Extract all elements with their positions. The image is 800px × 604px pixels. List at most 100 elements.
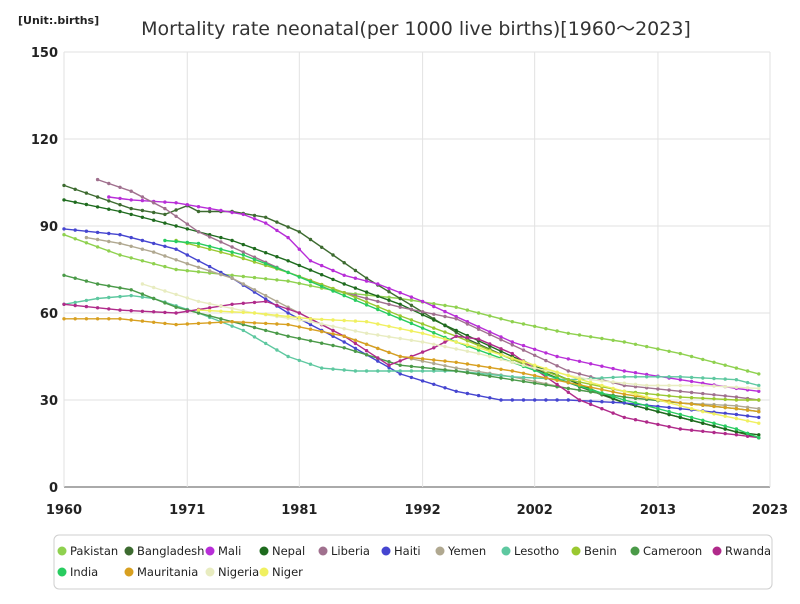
data-point: [286, 235, 290, 240]
data-point: [577, 383, 582, 387]
data-point: [443, 323, 447, 327]
data-point: [544, 358, 548, 363]
data-point: [723, 414, 727, 418]
data-point: [734, 366, 739, 370]
legend-item-mali: Mali: [205, 544, 241, 558]
data-point: [454, 369, 458, 373]
data-point: [387, 309, 391, 313]
series-line: [63, 234, 759, 375]
data-point: [387, 350, 391, 355]
data-point: [387, 360, 391, 364]
legend-swatch: [124, 546, 134, 556]
data-point: [544, 327, 548, 331]
data-point: [465, 362, 470, 366]
data-point: [745, 408, 750, 412]
legend-label: Cameroon: [643, 544, 702, 558]
data-point: [701, 391, 705, 396]
data-point: [241, 274, 245, 279]
data-point: [476, 311, 481, 315]
data-point: [420, 326, 425, 330]
data-point: [140, 295, 145, 299]
data-point: [734, 378, 739, 382]
data-point: [185, 203, 189, 207]
data-point: [230, 210, 234, 215]
data-point: [353, 369, 358, 373]
data-point: [230, 306, 234, 311]
data-point: [745, 398, 750, 402]
data-point: [95, 230, 100, 235]
data-point: [476, 327, 481, 331]
data-point: [555, 373, 559, 378]
data-point: [712, 384, 716, 388]
data-point: [107, 199, 111, 203]
data-point: [174, 208, 178, 212]
data-point: [757, 398, 761, 402]
data-point: [342, 261, 346, 265]
legend-item-yemen: Yemen: [435, 544, 486, 558]
data-point: [723, 405, 727, 410]
data-point: [118, 253, 122, 257]
data-point: [432, 304, 436, 309]
data-point: [712, 430, 716, 435]
data-point: [264, 293, 268, 298]
data-point: [118, 317, 122, 321]
data-point: [387, 290, 391, 294]
data-point: [331, 253, 335, 257]
data-point: [723, 411, 727, 415]
data-point: [174, 239, 178, 244]
data-point: [252, 260, 257, 264]
data-point: [286, 225, 290, 229]
data-point: [443, 314, 447, 319]
data-point: [633, 382, 638, 386]
data-point: [577, 398, 582, 402]
data-point: [297, 315, 301, 320]
legend-item-india: India: [57, 565, 98, 579]
data-point: [342, 334, 346, 338]
data-point: [701, 403, 705, 407]
data-point: [208, 306, 212, 310]
data-point: [488, 332, 492, 337]
data-point: [353, 268, 358, 273]
data-point: [84, 241, 89, 245]
data-point: [364, 300, 369, 304]
data-point: [353, 341, 358, 346]
data-point: [364, 293, 369, 297]
data-point: [443, 368, 447, 372]
data-point: [331, 289, 335, 293]
data-point: [252, 311, 257, 315]
data-point: [140, 247, 145, 251]
data-point: [73, 187, 77, 191]
data-point: [432, 326, 436, 330]
data-point: [275, 278, 279, 282]
legend-label: Rwanda: [725, 544, 771, 558]
data-point: [633, 375, 638, 379]
legend-label: Benin: [584, 544, 617, 558]
data-point: [107, 181, 111, 186]
data-point: [95, 245, 100, 249]
data-point: [308, 327, 313, 331]
data-point: [465, 339, 470, 343]
data-point: [264, 215, 268, 219]
data-point: [308, 317, 313, 321]
data-point: [622, 398, 626, 402]
data-point: [432, 318, 436, 322]
data-point: [95, 317, 100, 321]
data-point: [398, 302, 402, 306]
data-point: [163, 289, 167, 293]
data-point: [230, 276, 234, 280]
data-point: [656, 393, 660, 397]
data-point: [398, 363, 402, 367]
series-group: [62, 177, 761, 440]
data-point: [645, 395, 649, 399]
data-point: [420, 350, 425, 354]
data-point: [163, 244, 167, 248]
data-point: [589, 399, 593, 403]
legend: Pakistan Bangladesh Mali Nepal Liberia Haiti Y…: [53, 534, 773, 590]
data-point: [566, 357, 570, 361]
data-point: [443, 303, 447, 308]
data-point: [219, 250, 223, 254]
data-point: [398, 305, 402, 309]
data-point: [633, 396, 638, 400]
data-point: [376, 322, 380, 326]
data-point: [689, 407, 694, 411]
